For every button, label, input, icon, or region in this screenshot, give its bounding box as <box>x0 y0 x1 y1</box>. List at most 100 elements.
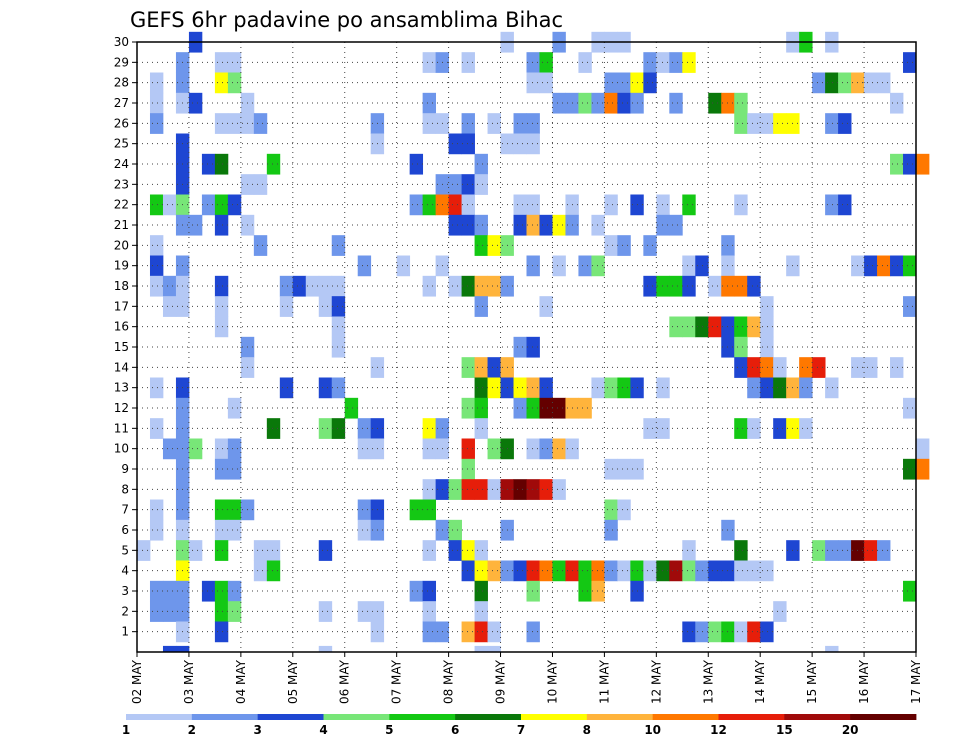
heatmap-cell <box>279 275 294 297</box>
heatmap-cell <box>214 72 229 94</box>
heatmap-cell <box>695 560 709 582</box>
heatmap-cell <box>474 560 488 582</box>
colorbar-label: 4 <box>319 723 327 737</box>
heatmap-cell <box>266 418 281 439</box>
x-tick-label: 06 MAY <box>338 659 352 704</box>
heatmap-cell <box>643 560 657 582</box>
heatmap-cell <box>812 357 826 378</box>
heatmap-cell <box>474 580 488 602</box>
heatmap-cell <box>734 621 748 643</box>
heatmap-cell <box>890 357 904 378</box>
y-tick-label: 19 <box>114 259 129 273</box>
heatmap-cell <box>214 153 229 175</box>
heatmap-cell <box>669 560 683 582</box>
heatmap-cell <box>487 235 501 256</box>
heatmap-cell <box>188 92 203 114</box>
heatmap-cell <box>734 316 748 338</box>
heatmap-cell <box>331 377 346 399</box>
heatmap-cell <box>682 52 696 73</box>
heatmap-cell <box>162 438 177 460</box>
heatmap-cell <box>708 92 722 114</box>
heatmap-cell <box>916 438 930 460</box>
heatmap-cell <box>227 438 242 460</box>
heatmap-cell <box>513 336 527 358</box>
heatmap-cell <box>877 72 891 94</box>
x-tick-label: 07 MAY <box>390 659 404 704</box>
heatmap-cell <box>422 499 437 521</box>
heatmap-cell <box>617 377 631 399</box>
heatmap-cell <box>474 621 488 643</box>
heatmap-cell <box>292 275 307 297</box>
heatmap-cell <box>487 438 501 460</box>
heatmap-cell <box>773 418 787 439</box>
heatmap-cell <box>604 377 618 399</box>
heatmap-cell <box>812 72 826 94</box>
heatmap-cell <box>526 255 540 277</box>
heatmap-cell <box>461 438 475 460</box>
y-tick-label: 21 <box>114 218 129 232</box>
heatmap-cell <box>526 580 540 602</box>
x-tick-label: 12 MAY <box>649 659 663 704</box>
heatmap-cell <box>214 438 229 460</box>
heatmap-cell <box>799 377 813 399</box>
heatmap-cell <box>487 645 501 653</box>
colorbar-label: 5 <box>385 723 393 737</box>
heatmap-cell <box>474 296 488 317</box>
heatmap-cell <box>604 72 618 94</box>
heatmap-cell <box>799 418 813 439</box>
colorbar-label: 10 <box>644 723 661 737</box>
heatmap-cell <box>214 52 229 73</box>
heatmap-cell <box>214 214 229 236</box>
heatmap-cell <box>526 214 540 236</box>
heatmap-cell <box>734 275 748 297</box>
heatmap-cell <box>890 255 904 277</box>
heatmap-cell <box>695 621 709 643</box>
heatmap-cell <box>214 296 229 317</box>
colorbar-label: 6 <box>451 723 459 737</box>
heatmap-cell <box>903 255 917 277</box>
heatmap-cell <box>604 194 618 216</box>
heatmap-cell <box>409 194 424 216</box>
x-tick-label: 14 MAY <box>753 659 767 704</box>
y-tick-label: 2 <box>121 604 129 618</box>
heatmap-cell <box>669 316 683 338</box>
heatmap-cell <box>357 519 372 541</box>
heatmap-cell <box>344 397 359 419</box>
heatmap-cell <box>227 52 242 73</box>
heatmap-cell <box>422 52 437 73</box>
heatmap-cell <box>149 194 164 216</box>
heatmap-cell <box>656 275 670 297</box>
heatmap-cell <box>149 235 164 256</box>
x-tick-label: 10 MAY <box>546 659 560 704</box>
heatmap-cell <box>214 540 229 561</box>
heatmap-cell <box>474 235 488 256</box>
heatmap-cell <box>825 540 839 561</box>
heatmap-cell <box>253 560 268 582</box>
heatmap-cell <box>617 235 631 256</box>
heatmap-cell <box>578 255 592 277</box>
heatmap-cell <box>149 580 164 602</box>
heatmap-cell <box>604 499 618 521</box>
heatmap-cell <box>513 194 527 216</box>
heatmap-cell <box>682 194 696 216</box>
x-tick-label: 02 MAY <box>130 659 144 704</box>
heatmap-cell <box>149 255 164 277</box>
heatmap-cell <box>864 255 878 277</box>
heatmap-cell <box>357 418 372 439</box>
heatmap-cell <box>734 336 748 358</box>
y-tick-label: 17 <box>114 299 129 313</box>
heatmap-cell <box>175 645 190 653</box>
heatmap-cell <box>526 336 540 358</box>
heatmap-cell <box>526 52 540 73</box>
heatmap-cell <box>760 357 774 378</box>
heatmap-cell <box>162 580 177 602</box>
heatmap-cell <box>669 275 683 297</box>
colorbar-swatch <box>850 714 917 720</box>
heatmap-cell <box>604 458 618 480</box>
heatmap-cell <box>357 499 372 521</box>
heatmap-cell <box>474 418 488 439</box>
colorbar-swatch <box>191 714 259 720</box>
heatmap-cell <box>734 357 748 378</box>
heatmap-cell <box>708 316 722 338</box>
